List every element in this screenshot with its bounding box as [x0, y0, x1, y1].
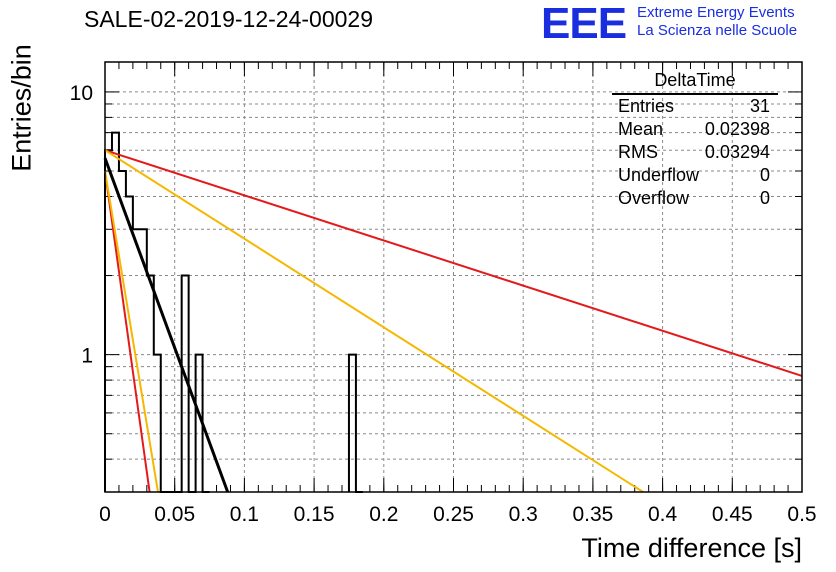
- stats-value: 0: [759, 165, 770, 185]
- logo-caption-line2: La Scienza nelle Scuole: [637, 22, 798, 39]
- stats-box: DeltaTime Entries 31 Mean 0.02398 RMS 0.…: [612, 70, 778, 210]
- stats-value: 31: [749, 96, 770, 116]
- stats-label: Underflow: [618, 165, 700, 185]
- stats-value: 0.03294: [704, 142, 770, 162]
- stats-value: 0.02398: [704, 119, 770, 139]
- x-tick-label: 0.3: [509, 503, 538, 526]
- y-tick-label: 10: [70, 82, 93, 105]
- x-tick-label: 0.05: [154, 503, 195, 526]
- x-tick-label: 0: [99, 503, 111, 526]
- x-tick-label: 0.35: [572, 503, 613, 526]
- stats-row-mean: Mean 0.02398: [612, 118, 778, 141]
- plot-frame: [104, 61, 803, 493]
- fit-line-red-0: [104, 149, 803, 377]
- x-axis-label: Time difference [s]: [581, 533, 802, 563]
- x-tick-label: 0.15: [294, 503, 335, 526]
- x-tick-label: 0.2: [369, 503, 398, 526]
- x-tick-label: 0.45: [712, 503, 753, 526]
- stats-row-overflow: Overflow 0: [612, 187, 778, 210]
- stats-row-underflow: Underflow 0: [612, 164, 778, 187]
- y-tick-label: 1: [81, 345, 93, 368]
- logo-caption-line1: Extreme Energy Events: [637, 4, 795, 21]
- stats-title: DeltaTime: [612, 70, 778, 95]
- stats-value: 0: [759, 188, 770, 208]
- fit-line-red-3: [104, 170, 151, 493]
- stats-label: Mean: [618, 119, 664, 139]
- x-tick-label: 0.1: [230, 503, 259, 526]
- histogram-bars: [104, 131, 363, 493]
- stats-row-entries: Entries 31: [612, 95, 778, 118]
- stats-label: RMS: [618, 142, 658, 162]
- stats-row-rms: RMS 0.03294: [612, 141, 778, 164]
- stats-label: Overflow: [618, 188, 690, 208]
- stats-label: Entries: [618, 96, 675, 116]
- fit-line-orange-4: [104, 170, 159, 493]
- plot-title: SALE-02-2019-12-24-00029: [84, 6, 373, 32]
- fit-line-black-2: [103, 157, 230, 493]
- x-tick-label: 0.4: [648, 503, 678, 526]
- x-tick-label: 0.5: [787, 503, 816, 526]
- eee-logo: EEE: [541, 0, 627, 48]
- y-axis-label: Entries/bin: [6, 44, 37, 172]
- fit-line-orange-1: [104, 149, 644, 493]
- x-tick-label: 0.25: [433, 503, 474, 526]
